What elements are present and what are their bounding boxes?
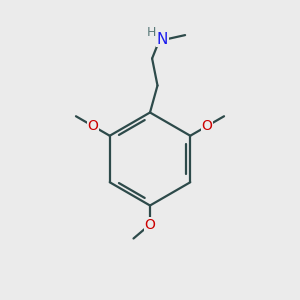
Text: O: O <box>202 119 213 133</box>
Text: H: H <box>146 26 156 40</box>
Text: O: O <box>87 119 98 133</box>
Text: N: N <box>157 32 168 46</box>
Text: O: O <box>145 218 155 232</box>
